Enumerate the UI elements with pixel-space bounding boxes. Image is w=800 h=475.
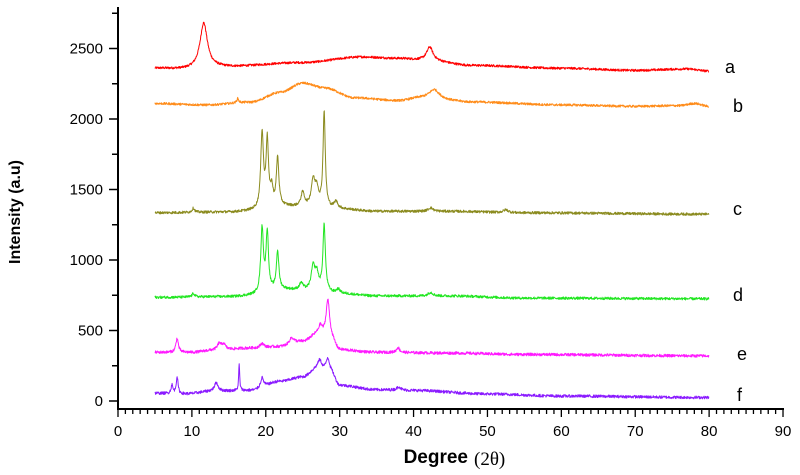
series-label-c: c	[733, 199, 742, 219]
y-tick-label: 1500	[70, 182, 103, 199]
x-tick-label: 30	[331, 423, 348, 440]
y-tick-label: 1000	[70, 252, 103, 269]
y-axis-title: Intensity (a.u)	[7, 160, 24, 264]
trace-f	[154, 356, 710, 400]
series-label-d: d	[733, 285, 743, 305]
x-tick-label: 40	[405, 423, 422, 440]
series-label-f: f	[737, 385, 743, 405]
x-axis-title-suffix: (2θ)	[474, 449, 505, 470]
axes: 0 500 1000 1500 2000 2500 0 10 20 30 40 50 60 70 80 90	[70, 7, 792, 440]
series-label-b: b	[733, 96, 743, 116]
trace-e	[154, 298, 710, 358]
x-tick-label: 20	[257, 423, 274, 440]
x-tick-label: 80	[701, 423, 718, 440]
x-tick-label: 90	[775, 423, 792, 440]
x-tick-label: 0	[114, 423, 122, 440]
x-tick-label: 60	[553, 423, 570, 440]
x-axis-title: Degree	[404, 447, 468, 468]
y-tick-label: 500	[78, 323, 103, 340]
trace-c	[154, 110, 710, 216]
series-label-e: e	[737, 344, 747, 364]
x-axis-title-main: Degree	[404, 447, 468, 468]
y-tick-label: 2000	[70, 111, 103, 128]
y-tick-label: 0	[95, 393, 103, 410]
x-tick-label: 10	[184, 423, 201, 440]
trace-b	[154, 81, 710, 108]
y-axis-ticks: 0 500 1000 1500 2000 2500	[70, 12, 118, 410]
series-labels: ab c d e f	[725, 57, 747, 405]
trace-a	[154, 21, 710, 73]
y-tick-label: 2500	[70, 41, 103, 58]
x-tick-label: 50	[479, 423, 496, 440]
trace-d	[154, 222, 710, 301]
x-tick-label: 70	[627, 423, 644, 440]
x-axis-ticks: 0 10 20 30 40 50 60 70 80 90	[114, 409, 792, 440]
series-label-a: a	[725, 57, 736, 77]
plot-traces	[154, 21, 710, 400]
